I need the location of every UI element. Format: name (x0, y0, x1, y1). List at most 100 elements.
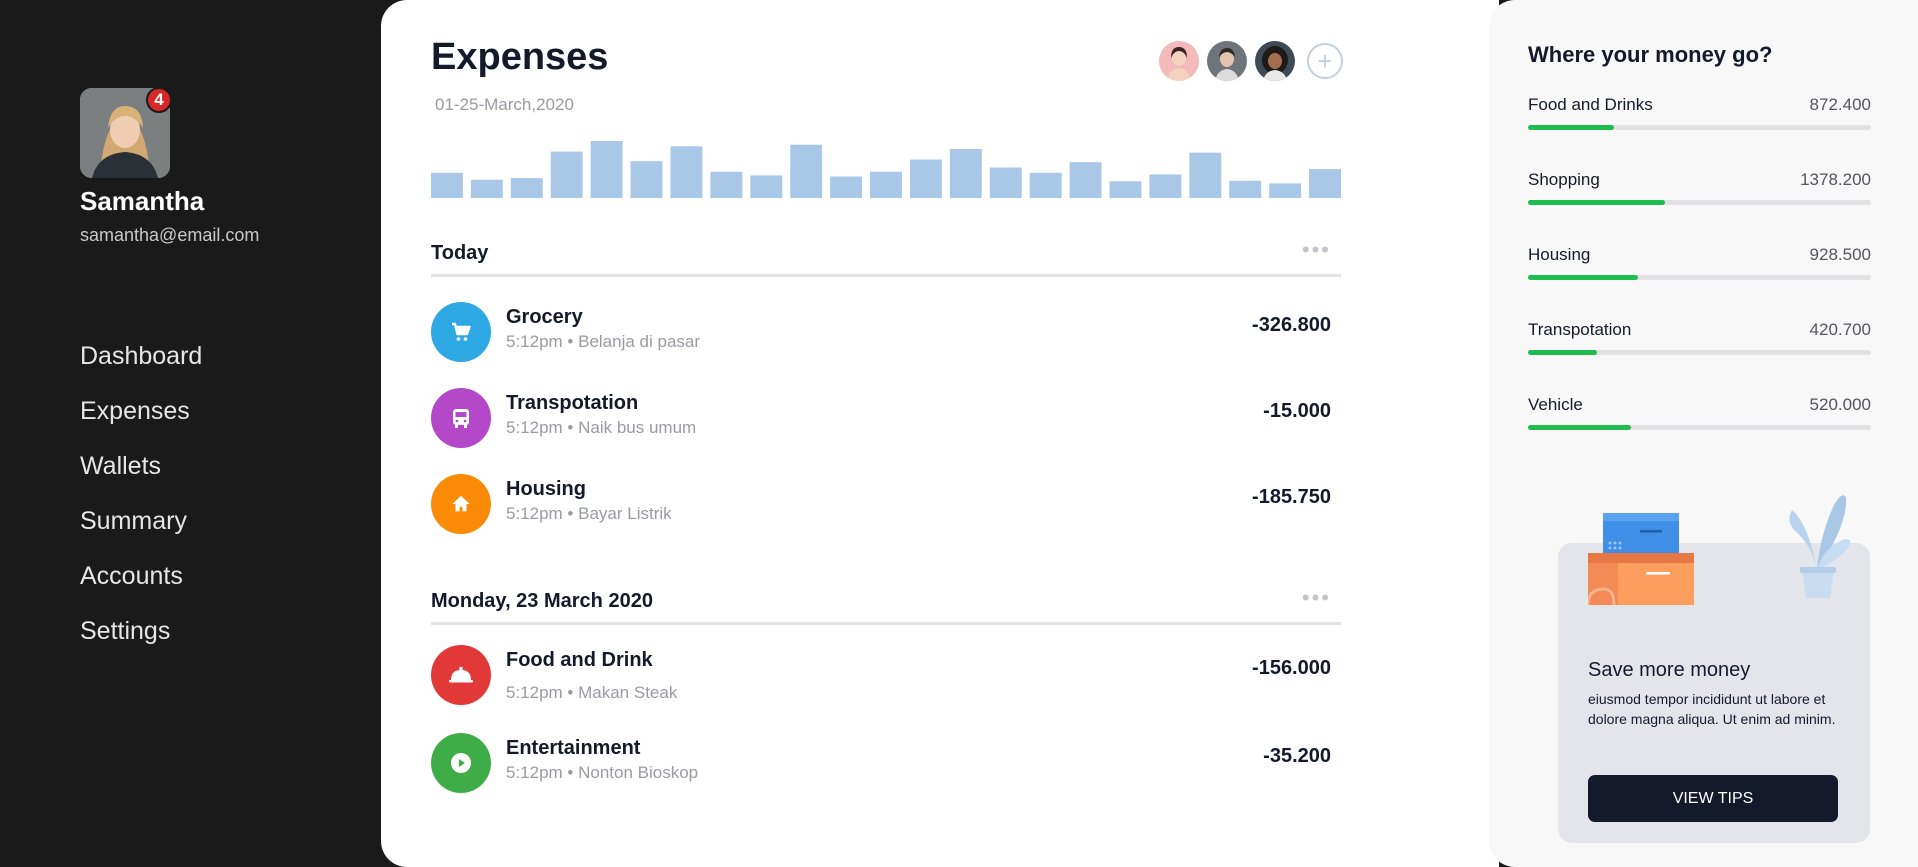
daily-spend-bar (1029, 172, 1062, 198)
nav-item-settings[interactable]: Settings (80, 617, 171, 645)
member-avatar[interactable] (1207, 41, 1247, 81)
transaction-meta: 5:12pm • Nonton Bioskop (506, 763, 699, 782)
daily-spend-bar (1229, 180, 1262, 198)
daily-spend-bar (909, 159, 942, 198)
page-title: Expenses (431, 36, 609, 78)
transaction-name: Transpotation (506, 392, 639, 414)
transaction-amount: -185.750 (1252, 486, 1331, 508)
category-name: Vehicle (1528, 395, 1583, 414)
cloche-icon (431, 645, 491, 705)
category-name: Housing (1528, 245, 1591, 264)
category-value: 928.500 (1809, 245, 1871, 264)
category-row: Vehicle 520.000 (1528, 395, 1871, 435)
daily-spend-bar (470, 179, 503, 198)
team-members: + (1159, 41, 1343, 81)
transaction-meta: 5:12pm • Bayar Listrik (506, 504, 672, 523)
more-options-icon[interactable]: ••• (1301, 237, 1331, 262)
nav-item-expenses[interactable]: Expenses (80, 397, 190, 425)
category-row: Transpotation 420.700 (1528, 320, 1871, 360)
nav-item-summary[interactable]: Summary (80, 507, 187, 535)
cart-icon (431, 302, 491, 362)
daily-spend-bar (1069, 162, 1102, 198)
more-options-icon[interactable]: ••• (1301, 585, 1331, 610)
daily-spend-bar (1269, 183, 1302, 198)
section-header-monday: Monday, 23 March 2020 ••• (431, 581, 1341, 625)
transaction-name: Food and Drink (506, 649, 653, 671)
transaction-meta: 5:12pm • Naik bus umum (506, 418, 697, 437)
plant-illustration (1789, 495, 1851, 598)
category-row: Housing 928.500 (1528, 245, 1871, 285)
category-name: Transpotation (1528, 320, 1632, 339)
member-avatar[interactable] (1255, 41, 1295, 81)
category-progress-fill (1528, 275, 1638, 280)
daily-spend-bar (1189, 152, 1222, 198)
right-panel: Where your money go? Food and Drinks 872… (1489, 0, 1918, 867)
view-tips-button[interactable]: VIEW TIPS (1588, 775, 1838, 822)
transaction-amount: -15.000 (1263, 400, 1331, 422)
transaction-name: Housing (506, 478, 586, 500)
section-label: Monday, 23 March 2020 (431, 590, 653, 612)
daily-spend-bar (590, 141, 623, 198)
transaction-row[interactable]: Entertainment 5:12pm • Nonton Bioskop -3… (431, 733, 1331, 795)
user-email: samantha@email.com (80, 225, 260, 245)
add-member-button[interactable]: + (1307, 43, 1343, 79)
daily-spend-bar (1309, 169, 1341, 198)
daily-spend-chart (431, 133, 1341, 198)
daily-spend-bar (1149, 174, 1182, 198)
home-icon (431, 474, 491, 534)
category-progress (1528, 125, 1871, 130)
daily-spend-bar (550, 151, 583, 198)
category-value: 420.700 (1809, 320, 1871, 339)
transaction-name: Entertainment (506, 737, 641, 759)
daily-spend-bar (431, 172, 463, 198)
category-row: Food and Drinks 872.400 (1528, 95, 1871, 135)
category-progress-fill (1528, 125, 1614, 130)
category-value: 872.400 (1809, 95, 1871, 114)
tips-title: Save more money (1588, 659, 1751, 681)
user-name: Samantha (80, 186, 205, 216)
category-progress (1528, 350, 1871, 355)
transaction-amount: -326.800 (1252, 314, 1331, 336)
transaction-row[interactable]: Grocery 5:12pm • Belanja di pasar -326.8… (431, 302, 1331, 364)
category-progress-fill (1528, 350, 1597, 355)
transaction-meta: 5:12pm • Belanja di pasar (506, 332, 701, 351)
daily-spend-bar (870, 171, 902, 198)
category-value: 520.000 (1809, 395, 1871, 414)
main-panel: Expenses 01-25-March,2020 + Today ••• Gr… (381, 0, 1499, 867)
section-label: Today (431, 242, 489, 264)
bus-icon (431, 388, 491, 448)
date-range: 01-25-March,2020 (435, 95, 574, 114)
daily-spend-bar (989, 167, 1022, 198)
category-progress (1528, 275, 1871, 280)
daily-spend-bar (949, 148, 982, 198)
nav-item-wallets[interactable]: Wallets (80, 452, 162, 480)
category-row: Shopping 1378.200 (1528, 170, 1871, 210)
sidebar: 4 Samantha samantha@email.com Dashboard … (0, 0, 381, 867)
daily-spend-bar (750, 175, 783, 198)
transaction-row[interactable]: Housing 5:12pm • Bayar Listrik -185.750 (431, 474, 1331, 536)
transaction-name: Grocery (506, 306, 583, 328)
category-progress-fill (1528, 425, 1631, 430)
nav-item-dashboard[interactable]: Dashboard (80, 342, 203, 370)
daily-spend-bar (510, 178, 543, 198)
section-header-today: Today ••• (431, 233, 1341, 277)
daily-spend-bar (670, 146, 703, 198)
daily-spend-bar (790, 144, 823, 198)
notification-badge: 4 (146, 87, 172, 113)
category-value: 1378.200 (1800, 170, 1871, 189)
category-progress (1528, 425, 1871, 430)
category-name: Food and Drinks (1528, 95, 1653, 114)
nav-item-accounts[interactable]: Accounts (80, 562, 183, 590)
transaction-amount: -35.200 (1263, 745, 1331, 767)
daily-spend-bars (431, 141, 1341, 198)
category-progress-fill (1528, 200, 1666, 205)
profile-avatar-wrap[interactable]: 4 (80, 87, 172, 178)
category-name: Shopping (1528, 170, 1600, 189)
spending-title: Where your money go? (1528, 42, 1773, 67)
daily-spend-bar (710, 171, 743, 198)
transaction-row[interactable]: Food and Drink 5:12pm • Makan Steak -156… (431, 645, 1331, 707)
member-avatar[interactable] (1159, 41, 1199, 81)
transaction-meta: 5:12pm • Makan Steak (506, 683, 678, 702)
transaction-row[interactable]: Transpotation 5:12pm • Naik bus umum -15… (431, 388, 1331, 450)
boxes-illustration (1588, 513, 1694, 605)
